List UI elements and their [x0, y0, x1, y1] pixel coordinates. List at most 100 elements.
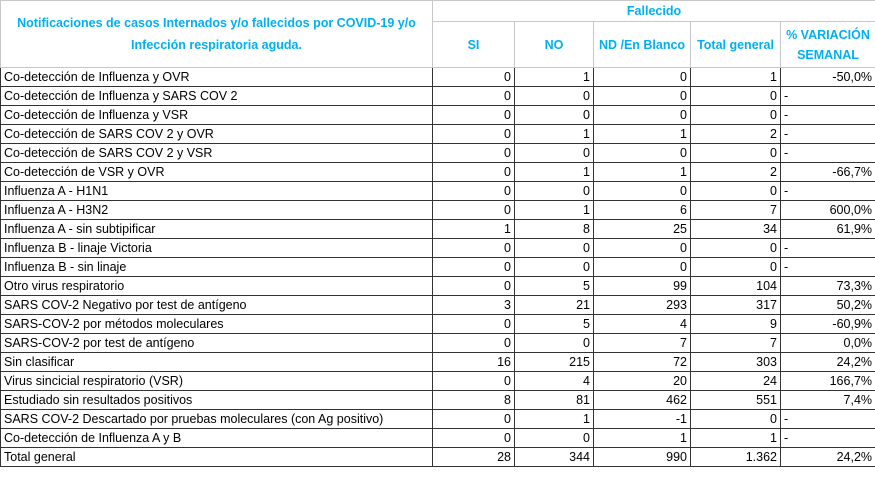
cell: 317 [690, 295, 781, 315]
table-title: Notificaciones de casos Internados y/o f… [0, 0, 433, 68]
cell: 0 [432, 86, 515, 106]
cell: 0 [432, 105, 515, 125]
cell: 303 [690, 352, 781, 372]
cell: -1 [593, 409, 691, 429]
cell: - [779, 124, 875, 144]
row-label: Influenza A - H3N2 [0, 200, 433, 220]
cell: 0 [593, 86, 691, 106]
cell: 28 [432, 447, 515, 467]
row-label: Co-detección de VSR y OVR [0, 162, 433, 182]
row-label: Otro virus respiratorio [0, 276, 433, 296]
cell: 4 [514, 371, 594, 391]
cell: 0 [432, 314, 515, 334]
cell: 20 [593, 371, 691, 391]
cell: 24,2% [779, 352, 875, 372]
cell: - [779, 143, 875, 163]
cell: 50,2% [779, 295, 875, 315]
cell: 0 [593, 181, 691, 201]
row-label: Total general [0, 447, 433, 467]
cell: 5 [514, 314, 594, 334]
table-row: Co-detección de VSR y OVR 0 1 1 2 -66,7% [0, 162, 875, 182]
row-label: SARS COV-2 Descartado por pruebas molecu… [0, 409, 433, 429]
cell: 166,7% [779, 371, 875, 391]
table-row: SARS COV-2 Negativo por test de antígeno… [0, 295, 875, 315]
cell: 8 [432, 390, 515, 410]
cell: 0 [432, 181, 515, 201]
table-row: Influenza A - sin subtipificar 1 8 25 34 61,9… [0, 219, 875, 239]
cell: 0 [514, 143, 594, 163]
cell: 0 [593, 143, 691, 163]
cell: - [779, 409, 875, 429]
cell: 462 [593, 390, 691, 410]
cell: 1 [514, 67, 594, 87]
cell: 73,3% [779, 276, 875, 296]
table-row: Total general 28 344 990 1.362 24,2% [0, 447, 875, 467]
table-row: SARS COV-2 Descartado por pruebas molecu… [0, 409, 875, 429]
row-label: Co-detección de SARS COV 2 y VSR [0, 143, 433, 163]
row-label: SARS-COV-2 por test de antígeno [0, 333, 433, 353]
table-row: Co-detección de Influenza y VSR 0 0 0 0- [0, 105, 875, 125]
cell: 1 [514, 124, 594, 144]
cell: 0 [690, 238, 781, 258]
table-row: Co-detección de Influenza y OVR 0 1 0 1 -50,0… [0, 67, 875, 87]
row-label: SARS-COV-2 por métodos moleculares [0, 314, 433, 334]
column-header: ND /En Blanco [593, 21, 691, 68]
cell: 0 [432, 333, 515, 353]
cell: 0 [432, 143, 515, 163]
row-label: Influenza A - H1N1 [0, 181, 433, 201]
cell: 1.362 [690, 447, 781, 467]
cell: 0 [432, 200, 515, 220]
cell: 81 [514, 390, 594, 410]
cell: 99 [593, 276, 691, 296]
cell: 0,0% [779, 333, 875, 353]
table-row: Sin clasificar 16 215 72 303 24,2% [0, 352, 875, 372]
cell: 0 [690, 105, 781, 125]
cell: 1 [514, 409, 594, 429]
column-header: SI [432, 21, 515, 68]
cell: 0 [690, 409, 781, 429]
row-label: Co-detección de Influenza y VSR [0, 105, 433, 125]
row-label: Influenza B - sin linaje [0, 257, 433, 277]
cell: 1 [593, 162, 691, 182]
cell: - [779, 257, 875, 277]
row-label: Sin clasificar [0, 352, 433, 372]
cell: 0 [432, 162, 515, 182]
cell: 7 [593, 333, 691, 353]
cell: - [779, 428, 875, 448]
cell: 0 [432, 409, 515, 429]
cell: 16 [432, 352, 515, 372]
cell: 990 [593, 447, 691, 467]
row-label: Co-detección de Influenza y OVR [0, 67, 433, 87]
cell: 5 [514, 276, 594, 296]
column-header: NO [514, 21, 594, 68]
table-row: Estudiado sin resultados positivos 8 81 462… [0, 390, 875, 410]
cell: -50,0% [779, 67, 875, 87]
row-label: Co-detección de Influenza A y B [0, 428, 433, 448]
cell: 600,0% [779, 200, 875, 220]
table-row: SARS-COV-2 por métodos moleculares 0 5 4 9 -6… [0, 314, 875, 334]
cell: 0 [514, 257, 594, 277]
cell: 0 [514, 428, 594, 448]
row-label: Influenza B - linaje Victoria [0, 238, 433, 258]
cell: - [779, 105, 875, 125]
group-header: Fallecido [431, 0, 875, 22]
cell: 4 [593, 314, 691, 334]
column-header: % VARIACIÓN SEMANAL [779, 21, 875, 68]
cell: 0 [514, 86, 594, 106]
cell: 9 [690, 314, 781, 334]
cell: 34 [690, 219, 781, 239]
column-header: Total general [690, 21, 781, 68]
row-label: Co-detección de Influenza y SARS COV 2 [0, 86, 433, 106]
cell: 0 [432, 238, 515, 258]
table-row: Virus sincicial respiratorio (VSR) 0 4 20 24… [0, 371, 875, 391]
cell: 7 [690, 333, 781, 353]
table-row: Influenza B - linaje Victoria 0 0 0 0- [0, 238, 875, 258]
table-row: Influenza B - sin linaje 0 0 0 0- [0, 257, 875, 277]
cell: 551 [690, 390, 781, 410]
row-label: Influenza A - sin subtipificar [0, 219, 433, 239]
cell: 1 [514, 162, 594, 182]
cell: 1 [593, 428, 691, 448]
cell: 0 [593, 67, 691, 87]
table-row: Co-detección de SARS COV 2 y VSR 0 0 0 0- [0, 143, 875, 163]
